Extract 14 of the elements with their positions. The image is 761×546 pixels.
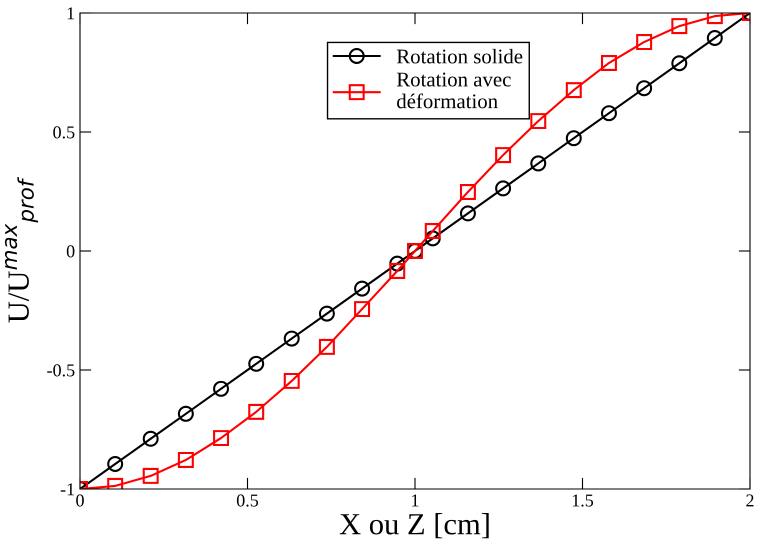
x-axis-title: X ou Z [cm] [340,513,489,538]
legend-label: Rotation solide [396,48,522,64]
legend-label: Rotation avec déformation [396,72,511,108]
y-tick-label: -0.5 [47,364,74,377]
y-axis-title: U/U$^{max}$$_{prof}$ [4,176,38,323]
x-tick-label: 1.5 [572,494,594,507]
y-tick-label: 0.5 [53,126,74,139]
y-tick-label: 0 [66,245,74,258]
x-tick-label: 2 [746,494,754,506]
x-tick-label: 0 [76,494,84,507]
y-tick-label: 1 [68,7,74,20]
y-tick-label: -1 [60,483,74,496]
x-tick-label: 1 [412,494,418,506]
x-tick-label: 0.5 [236,494,258,507]
